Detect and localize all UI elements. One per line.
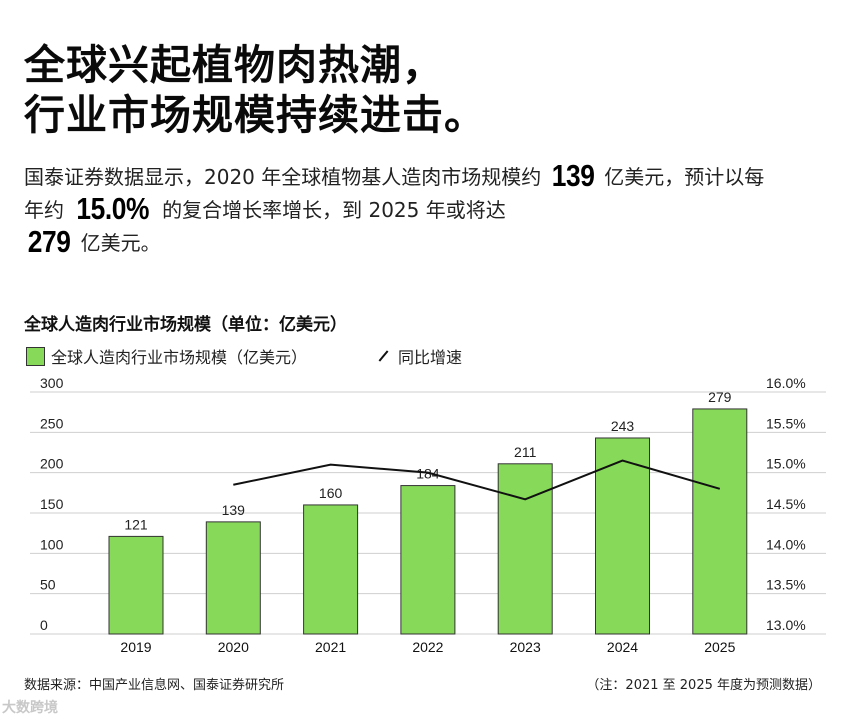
y2-tick-label: 13.5% [766,577,806,593]
bar [595,437,650,635]
bar [108,535,164,635]
bar [400,485,456,635]
y2-tick-label: 14.0% [766,536,806,552]
x-tick-label: 2019 [120,639,151,655]
bar-value-label: 139 [222,502,246,518]
intro-text-3: 的复合增长率增长，到 2025 年或将达 [155,198,506,222]
bar [303,504,359,635]
bar-value-label: 211 [514,444,537,460]
y-tick-label: 0 [40,617,48,633]
y2-tick-label: 13.0% [766,617,806,633]
legend-line-label: 同比增速 [398,348,463,367]
legend-bar-label: 全球人造肉行业市场规模（亿美元） [51,348,308,367]
bar-value-label: 243 [611,418,635,434]
y2-tick-label: 14.5% [766,496,806,512]
y-tick-label: 50 [40,577,56,593]
x-tick-label: 2022 [412,639,443,655]
x-tick-label: 2020 [218,639,249,655]
y-tick-label: 150 [40,496,64,512]
y-tick-label: 200 [40,456,64,472]
intro-value-2025: 279 [27,224,71,259]
market-size-chart: 0 13.0% 50 13.5% 100 14.0% 150 14.5% 200 15.0% 250… [30,375,826,655]
bar [205,521,261,635]
watermark-logo: 大数跨境 [2,700,58,716]
intro-paragraph: 国泰证券数据显示，2020 年全球植物基人造肉市场规模约 139 亿美元，预计以… [24,160,784,259]
y-tick-label: 250 [40,415,64,431]
bar-value-label: 121 [124,516,148,532]
bar [497,463,553,635]
x-tick-label: 2025 [704,639,735,655]
bar-value-label: 160 [319,485,343,501]
y2-tick-label: 16.0% [766,375,806,391]
legend-line-symbol [378,350,389,362]
headline-line-1: 全球兴起植物肉热潮， [24,41,444,89]
headline-line-2: 行业市场规模持续进击。 [24,91,486,139]
forecast-note: （注：2021 至 2025 年度为预测数据） [586,678,821,693]
legend-bar-swatch [26,346,45,366]
x-tick-label: 2024 [607,639,638,655]
growth-rate-line [233,459,721,501]
y2-tick-label: 15.5% [766,415,806,431]
y-tick-label: 300 [40,375,64,391]
chart-legend: 全球人造肉行业市场规模（亿美元） 同比增速 [26,344,462,368]
y2-tick-label: 15.0% [766,456,806,472]
intro-text-2: 亿美元，预计以每年约 [24,165,765,222]
chart-title: 全球人造肉行业市场规模（单位：亿美元） [24,315,347,335]
y-tick-label: 100 [40,536,64,552]
headline: 全球兴起植物肉热潮， 行业市场规模持续进击。 [24,40,834,140]
intro-value-2020: 139 [551,158,595,193]
intro-text-1: 国泰证券数据显示，2020 年全球植物基人造肉市场规模约 [24,165,548,189]
bar-value-label: 279 [708,389,732,405]
intro-text-4: 亿美元。 [74,231,161,255]
bar [692,408,748,635]
x-tick-label: 2023 [510,639,541,655]
data-source: 数据来源：中国产业信息网、国泰证券研究所 [24,678,285,693]
x-tick-label: 2021 [315,639,346,655]
intro-value-cagr: 15.0% [76,191,150,226]
